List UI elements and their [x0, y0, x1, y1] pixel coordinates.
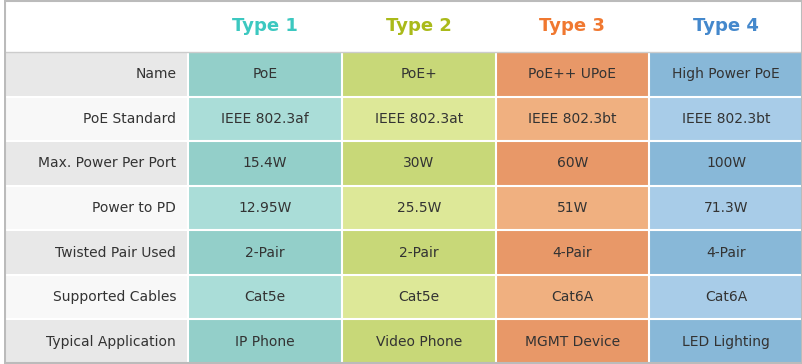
Bar — [188, 186, 342, 230]
Text: Power to PD: Power to PD — [92, 201, 176, 215]
Bar — [649, 320, 802, 364]
Text: Video Phone: Video Phone — [375, 335, 461, 349]
Bar — [188, 52, 342, 96]
Text: 4-Pair: 4-Pair — [706, 246, 745, 260]
Text: Type 4: Type 4 — [692, 17, 758, 35]
Text: IEEE 802.3bt: IEEE 802.3bt — [681, 112, 769, 126]
Text: PoE Standard: PoE Standard — [83, 112, 176, 126]
Text: Name: Name — [135, 67, 176, 81]
Text: IP Phone: IP Phone — [235, 335, 294, 349]
Bar — [649, 275, 802, 320]
Text: Cat5e: Cat5e — [398, 290, 439, 304]
Bar — [495, 275, 649, 320]
Bar — [495, 52, 649, 96]
Bar — [342, 141, 495, 186]
Text: 2-Pair: 2-Pair — [245, 246, 285, 260]
Bar — [4, 320, 188, 364]
Text: Twisted Pair Used: Twisted Pair Used — [55, 246, 176, 260]
Text: IEEE 802.3af: IEEE 802.3af — [221, 112, 309, 126]
Bar — [4, 275, 188, 320]
Text: 2-Pair: 2-Pair — [399, 246, 438, 260]
Text: 71.3W: 71.3W — [703, 201, 747, 215]
Text: 100W: 100W — [705, 157, 745, 170]
Text: 12.95W: 12.95W — [238, 201, 291, 215]
Bar — [4, 52, 188, 96]
Bar — [4, 0, 802, 52]
Bar — [649, 186, 802, 230]
Text: Type 1: Type 1 — [232, 17, 298, 35]
Bar — [4, 96, 188, 141]
Bar — [188, 96, 342, 141]
Text: IEEE 802.3bt: IEEE 802.3bt — [528, 112, 616, 126]
Text: Typical Application: Typical Application — [47, 335, 176, 349]
Text: 25.5W: 25.5W — [396, 201, 440, 215]
Text: High Power PoE: High Power PoE — [671, 67, 779, 81]
Text: PoE++ UPoE: PoE++ UPoE — [528, 67, 616, 81]
Text: Cat6A: Cat6A — [704, 290, 747, 304]
Text: 4-Pair: 4-Pair — [552, 246, 592, 260]
Text: 15.4W: 15.4W — [242, 157, 287, 170]
Text: PoE: PoE — [252, 67, 277, 81]
Bar — [649, 96, 802, 141]
Text: IEEE 802.3at: IEEE 802.3at — [374, 112, 462, 126]
Bar — [649, 52, 802, 96]
Text: 30W: 30W — [403, 157, 434, 170]
Bar — [342, 96, 495, 141]
Bar — [495, 96, 649, 141]
Text: Supported Cables: Supported Cables — [53, 290, 176, 304]
Bar — [495, 186, 649, 230]
Bar — [342, 230, 495, 275]
Text: Type 2: Type 2 — [385, 17, 451, 35]
Bar — [188, 230, 342, 275]
Text: PoE+: PoE+ — [400, 67, 436, 81]
Text: MGMT Device: MGMT Device — [525, 335, 619, 349]
Bar — [188, 320, 342, 364]
Bar — [342, 320, 495, 364]
Bar — [342, 52, 495, 96]
Text: Max. Power Per Port: Max. Power Per Port — [38, 157, 176, 170]
Bar — [495, 230, 649, 275]
Text: Cat5e: Cat5e — [244, 290, 286, 304]
Bar — [495, 141, 649, 186]
Bar — [342, 186, 495, 230]
Bar — [342, 275, 495, 320]
Bar — [4, 186, 188, 230]
Bar — [4, 230, 188, 275]
Text: LED Lighting: LED Lighting — [682, 335, 769, 349]
Bar — [495, 320, 649, 364]
Bar — [649, 230, 802, 275]
Bar — [4, 141, 188, 186]
Text: Type 3: Type 3 — [539, 17, 605, 35]
Text: 51W: 51W — [556, 201, 587, 215]
Text: Cat6A: Cat6A — [551, 290, 593, 304]
Bar — [188, 141, 342, 186]
Text: 60W: 60W — [556, 157, 587, 170]
Bar — [649, 141, 802, 186]
Bar — [188, 275, 342, 320]
